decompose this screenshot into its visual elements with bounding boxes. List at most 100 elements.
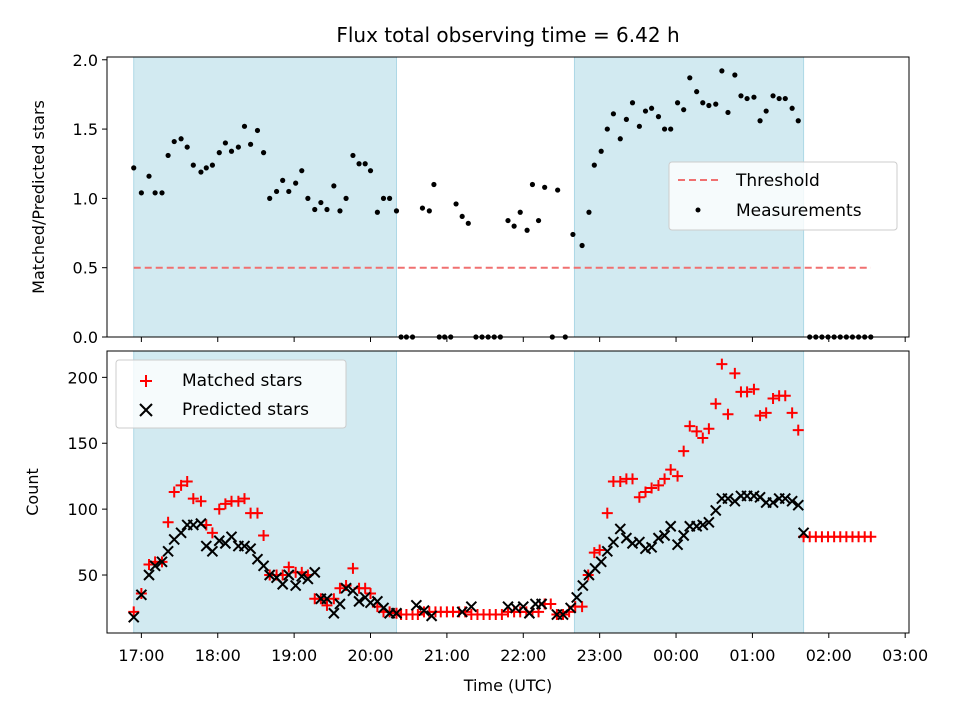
predicted-star-point (703, 516, 715, 529)
y-tick-label: 0.5 (73, 259, 98, 278)
predicted-star-point (195, 517, 207, 530)
matched-star-point (786, 407, 798, 419)
bottom-panel: 50 100 150 200 17:00 18:00 19:00 20:00 21:00 22:… (23, 350, 928, 695)
y-tick-label: 150 (67, 434, 98, 453)
measurement-point (312, 206, 318, 213)
x-tick-label: 20:00 (347, 646, 393, 665)
predicted-star-point (535, 598, 548, 610)
measurement-point (387, 195, 393, 201)
predicted-star-point (162, 545, 174, 558)
matched-star-point (652, 479, 664, 491)
measurement-point (744, 95, 750, 102)
measurement-point (776, 95, 782, 102)
predicted-star-point (410, 599, 423, 612)
measurement-point (751, 94, 757, 100)
measurement-point (367, 168, 374, 174)
measurement-point (555, 187, 561, 193)
legend-matched-swatch (140, 375, 152, 387)
bottom-legend-box (115, 359, 347, 429)
predicted-star-point (722, 492, 734, 505)
matched-star-point (865, 531, 877, 543)
matched-star-point (251, 507, 263, 519)
matched-star-point (792, 424, 804, 436)
matched-star-point (283, 561, 295, 573)
matched-star-point (748, 383, 760, 395)
predicted-star-point (128, 611, 140, 623)
measurement-point (171, 138, 177, 145)
predicted-star-point (456, 606, 468, 618)
measurement-point (763, 108, 769, 114)
measurement-point (426, 208, 432, 214)
x-axis-label: Time (UTC) (463, 676, 552, 695)
measurement-point (299, 168, 305, 174)
matched-star-point (321, 599, 333, 611)
predicted-star-point (353, 595, 365, 608)
predicted-star-point (283, 569, 295, 581)
measurement-point (570, 231, 576, 238)
x-tick-label: 00:00 (653, 646, 699, 665)
measurement-point (706, 102, 712, 109)
matched-star-point (334, 582, 346, 594)
x-tick-label: 18:00 (195, 646, 241, 665)
measurement-point (184, 144, 190, 150)
matched-star-point (767, 392, 779, 404)
measurement-point (453, 201, 459, 207)
measurement-point (305, 195, 311, 201)
measurement-point (380, 195, 387, 201)
matched-star-point (665, 464, 677, 476)
top-legend-box (668, 161, 898, 231)
predicted-star-point (645, 541, 658, 554)
measurement-point (648, 105, 655, 111)
measurement-point (343, 195, 349, 201)
predicted-star-point (652, 532, 665, 544)
matched-star-point (672, 470, 684, 482)
predicted-star-point (710, 504, 722, 517)
legend-matched-label: Matched stars (182, 371, 302, 391)
measurement-point (228, 148, 235, 154)
predicted-star-point (697, 519, 709, 531)
matched-star-point (258, 529, 270, 541)
predicted-star-point (425, 610, 438, 622)
measurement-point (725, 109, 731, 116)
matched-star-point (710, 398, 722, 410)
matched-star-point (741, 386, 753, 398)
matched-star-point (187, 493, 199, 505)
x-tick-label: 19:00 (271, 646, 317, 665)
matched-star-point (627, 473, 639, 485)
measurement-point (374, 209, 380, 215)
measurement-point (318, 199, 324, 206)
measurement-point (293, 180, 299, 186)
measurement-point (591, 162, 597, 168)
predicted-star-point (564, 602, 577, 614)
measurement-point (350, 152, 356, 159)
y-tick-label: 1.0 (73, 189, 98, 208)
measurement-point (713, 101, 719, 107)
y-tick-label: 100 (67, 500, 98, 519)
predicted-star-point (595, 556, 607, 568)
matched-star-point (232, 495, 244, 507)
measurement-point (222, 140, 228, 146)
matched-star-point (206, 527, 218, 539)
measurement-point (655, 114, 662, 120)
matched-star-point (175, 479, 187, 491)
measurement-point (542, 184, 548, 190)
measurement-point (770, 93, 776, 99)
x-tick-label: 17:00 (118, 646, 164, 665)
predicted-star-point (786, 495, 798, 507)
predicted-star-point (671, 539, 684, 551)
observing-window-shade (573, 350, 805, 634)
y-tick-label: 2.0 (73, 51, 98, 70)
bottom-axes-frame (106, 350, 910, 634)
y-tick-label: 50 (78, 566, 98, 585)
measurement-point (694, 89, 700, 95)
predicted-star-point (577, 579, 589, 592)
predicted-star-point (213, 535, 225, 547)
matched-star-point (594, 544, 606, 556)
predicted-star-point (244, 542, 257, 555)
matched-star-point (213, 503, 225, 515)
predicted-star-point (340, 582, 352, 594)
matched-star-point (779, 390, 791, 402)
measurement-point (668, 126, 674, 132)
predicted-star-point (263, 569, 276, 581)
predicted-star-point (390, 607, 403, 619)
